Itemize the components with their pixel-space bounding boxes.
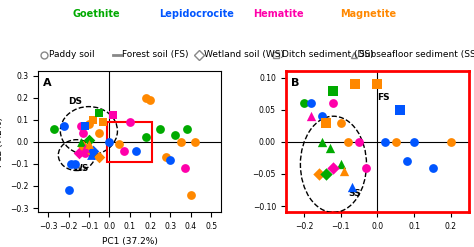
Point: [89, 118, 97, 122]
Text: FS: FS: [377, 93, 390, 102]
Point: [363, 165, 370, 169]
Point: [81, 151, 89, 155]
Point: [308, 114, 315, 118]
Point: [352, 82, 359, 86]
Point: [75, 151, 82, 155]
Point: [187, 193, 195, 197]
Text: Wetland soil (WS): Wetland soil (WS): [204, 50, 284, 59]
Point: [326, 146, 334, 150]
X-axis label: PC1 (37.2%): PC1 (37.2%): [102, 237, 158, 246]
Point: [374, 82, 381, 86]
Point: [329, 89, 337, 93]
Text: A: A: [44, 78, 52, 88]
Point: [322, 172, 330, 176]
Point: [329, 102, 337, 105]
Point: [81, 146, 89, 150]
Point: [181, 166, 189, 170]
Point: [322, 121, 330, 125]
Point: [95, 131, 103, 135]
Point: [89, 149, 97, 153]
Text: Ditch sediment (DS): Ditch sediment (DS): [282, 50, 373, 59]
Point: [319, 114, 326, 118]
Bar: [107, 122, 152, 162]
Point: [337, 162, 345, 166]
Point: [61, 124, 68, 128]
Text: DS: DS: [69, 97, 82, 106]
Point: [65, 188, 73, 192]
Text: B: B: [291, 78, 300, 88]
Point: [337, 121, 345, 125]
Point: [171, 133, 178, 137]
Point: [116, 142, 123, 146]
Text: Hematite: Hematite: [254, 9, 304, 19]
Point: [381, 140, 389, 144]
Point: [308, 102, 315, 105]
Point: [67, 162, 74, 166]
Text: Subseafloor sediment (SS): Subseafloor sediment (SS): [359, 50, 474, 59]
Point: [142, 136, 150, 140]
Point: [85, 122, 93, 126]
Point: [106, 140, 113, 144]
Point: [447, 140, 455, 144]
Point: [163, 155, 170, 159]
Point: [120, 149, 128, 153]
Point: [142, 96, 150, 100]
Text: Magnetite: Magnetite: [340, 9, 396, 19]
Point: [300, 102, 308, 105]
Point: [341, 169, 348, 173]
Point: [183, 127, 191, 131]
Point: [79, 131, 87, 135]
Point: [81, 124, 89, 128]
Text: WS: WS: [73, 164, 89, 173]
Text: SS: SS: [348, 189, 361, 198]
Point: [95, 155, 103, 159]
Point: [95, 111, 103, 115]
Point: [100, 120, 107, 124]
Point: [109, 113, 117, 117]
Point: [146, 98, 154, 102]
Point: [344, 140, 352, 144]
Point: [77, 140, 84, 144]
Point: [396, 108, 403, 112]
Point: [77, 124, 84, 128]
Point: [156, 127, 164, 131]
Point: [315, 172, 322, 176]
Point: [177, 140, 184, 144]
Point: [132, 149, 140, 153]
Text: Paddy soil: Paddy soil: [49, 50, 94, 59]
Point: [392, 140, 400, 144]
Point: [429, 165, 437, 169]
Point: [167, 158, 174, 162]
Point: [319, 140, 326, 144]
Point: [329, 165, 337, 169]
Point: [71, 162, 78, 166]
Point: [191, 140, 199, 144]
Text: Lepidocrocite: Lepidocrocite: [159, 9, 234, 19]
Text: Goethite: Goethite: [73, 9, 120, 19]
Point: [85, 138, 93, 142]
Point: [348, 185, 356, 189]
Point: [126, 120, 134, 124]
Point: [50, 127, 58, 131]
Point: [79, 144, 87, 148]
Point: [87, 149, 95, 153]
Point: [403, 159, 410, 163]
Point: [410, 140, 418, 144]
Point: [85, 142, 93, 146]
Point: [87, 153, 95, 157]
Y-axis label: PC2 (7.2%): PC2 (7.2%): [0, 117, 4, 167]
Point: [356, 140, 363, 144]
Text: Forest soil (FS): Forest soil (FS): [122, 50, 189, 59]
